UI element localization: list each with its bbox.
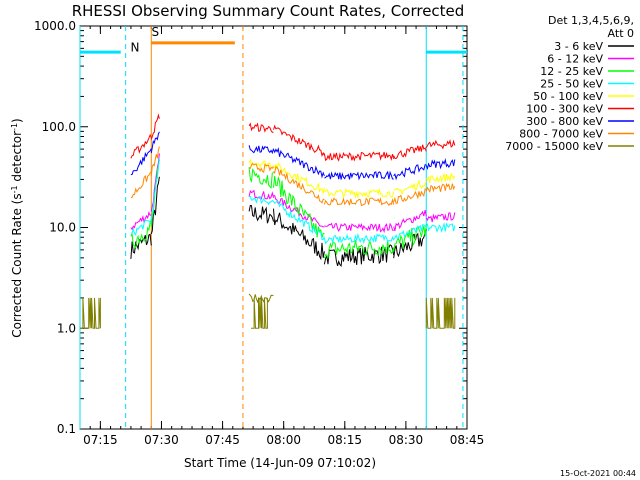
series-trace (130, 133, 152, 159)
y-tick-label: 10.0 (49, 221, 76, 235)
series-trace (324, 170, 394, 181)
legend-entry-label: 7000 - 15000 keV (505, 140, 603, 153)
low-level-block (251, 297, 268, 329)
series-trace (425, 182, 456, 194)
series-trace (425, 212, 456, 223)
series-trace (393, 188, 427, 204)
low-level-block (425, 297, 456, 329)
legend-header: Det 1,3,4,5,6,9, (548, 14, 634, 27)
flag-label: N (131, 40, 140, 54)
series-300-800kev (130, 131, 456, 181)
y-axis-label-part: ) (10, 118, 24, 123)
low-level-block (80, 297, 101, 329)
series-trace (273, 124, 325, 158)
series-trace (273, 175, 325, 238)
series-trace (324, 187, 395, 199)
footer-timestamp: 15-Oct-2021 00:44 (560, 469, 636, 478)
series-trace (393, 229, 427, 259)
x-tick-label: 08:30 (389, 433, 424, 447)
legend-entry-label: 100 - 300 keV (526, 103, 603, 116)
chart-title: RHESSI Observing Summary Count Rates, Co… (72, 2, 465, 20)
series-trace (248, 162, 274, 173)
series-7000-15000kev (248, 293, 274, 304)
series-25-50kev (130, 158, 456, 245)
series-trace (130, 218, 152, 237)
plot-frame (79, 25, 468, 430)
series-trace (425, 158, 456, 171)
y-axis-label: Corrected Count Rate (s-1 detector-1) (10, 118, 25, 337)
x-tick-label: 07:30 (144, 433, 179, 447)
legend-entry-label: 800 - 7000 keV (519, 128, 603, 141)
series-trace (130, 222, 152, 250)
series-trace (150, 153, 160, 212)
legend-entry-label: 25 - 50 keV (540, 78, 603, 91)
x-axis-label: Start Time (14-Jun-09 07:10:02) (184, 456, 376, 470)
legend-entry-label: 3 - 6 keV (554, 40, 603, 53)
legend-entry-label: 300 - 800 keV (526, 115, 603, 128)
series-100-300kev (130, 113, 456, 162)
series-trace (248, 189, 274, 200)
series-trace (150, 131, 160, 154)
series-trace (248, 122, 274, 133)
series-trace (249, 195, 274, 206)
series-trace (150, 176, 160, 235)
x-tick-label: 08:15 (327, 433, 362, 447)
y-axis-label-part: detector (10, 131, 24, 186)
y-axis-label-part: Corrected Count Rate (s (10, 193, 24, 337)
series-trace (393, 144, 427, 160)
series-trace (130, 211, 152, 231)
series-trace (248, 145, 274, 155)
series-trace (323, 197, 395, 207)
x-tick-label: 07:15 (83, 433, 118, 447)
series-6-12kev (130, 153, 456, 234)
series-trace (393, 179, 427, 196)
y-tick-label: 1000.0 (34, 19, 76, 33)
series-trace (130, 148, 152, 176)
series-trace (425, 172, 456, 184)
series-trace (150, 158, 160, 220)
series-trace (324, 222, 394, 234)
y-axis-label-part: -1 (10, 123, 19, 131)
series-trace (150, 146, 160, 177)
y-tick-label: 100.0 (42, 120, 76, 134)
series-trace (393, 164, 427, 181)
series-trace (393, 224, 427, 252)
series-trace (248, 167, 274, 189)
series-trace (393, 209, 427, 232)
series-trace (323, 238, 395, 259)
series-trace (273, 147, 325, 179)
x-tick-label: 08:45 (450, 433, 485, 447)
legend-entry-label: 6 - 12 keV (547, 53, 603, 66)
series-trace (425, 222, 456, 234)
series-800-7000kev (130, 146, 456, 207)
legend-header-att: Att 0 (608, 27, 634, 40)
series-trace (425, 139, 456, 150)
x-tick-label: 08:00 (266, 433, 301, 447)
series-50-100kev (248, 158, 456, 199)
series-trace (273, 162, 325, 194)
series-trace (150, 113, 160, 140)
series-trace (323, 151, 395, 162)
series-trace (130, 171, 152, 198)
y-tick-label: 0.1 (57, 422, 76, 436)
series-trace (273, 208, 325, 261)
series-trace (248, 204, 274, 224)
series-12-25kev (130, 159, 427, 259)
series-trace (130, 233, 152, 259)
series-trace (248, 293, 274, 304)
y-tick-label: 1.0 (57, 321, 76, 335)
series-trace (273, 200, 325, 240)
x-tick-label: 07:45 (205, 433, 240, 447)
series-trace (273, 166, 325, 204)
series-trace (393, 224, 427, 240)
y-axis-label-part: -1 (10, 185, 19, 193)
flag-label: S (152, 25, 160, 39)
legend-entry-label: 50 - 100 keV (533, 90, 603, 103)
legend-entry-label: 12 - 25 keV (540, 65, 603, 78)
series-trace (323, 232, 395, 245)
